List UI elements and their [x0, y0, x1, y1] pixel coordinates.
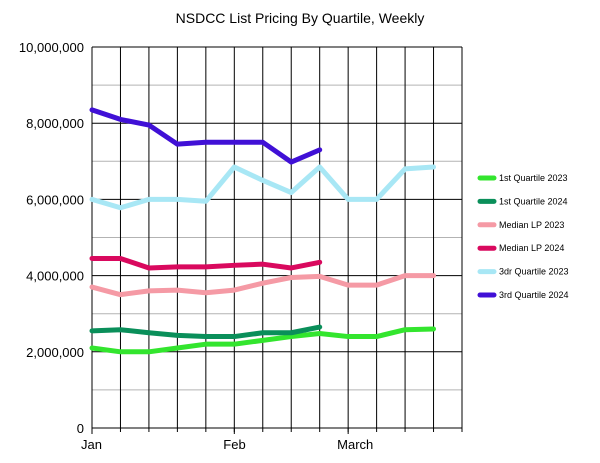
legend-label: Median LP 2023 — [499, 220, 564, 230]
series-lines — [89, 107, 437, 355]
series-line — [89, 326, 437, 355]
y-tick-label: 8,000,000 — [26, 116, 84, 131]
y-tick-label: 0 — [77, 421, 84, 436]
series-line — [89, 324, 323, 340]
series-line — [89, 164, 437, 211]
y-tick-label: 2,000,000 — [26, 345, 84, 360]
y-tick-label: 10,000,000 — [19, 40, 84, 55]
legend: 1st Quartile 2023 1st Quartile 2024 Median… — [477, 173, 569, 300]
grid — [91, 46, 463, 429]
series-line — [89, 273, 437, 298]
legend-label: 3rd Quartile 2024 — [499, 290, 569, 300]
chart-title: NSDCC List Pricing By Quartile, Weekly — [176, 10, 425, 26]
legend-label: 1st Quartile 2024 — [499, 196, 568, 206]
series-line — [89, 107, 323, 165]
series-line — [89, 255, 323, 271]
x-tick-label: Jan — [81, 437, 102, 452]
legend-label: 3dr Quartile 2023 — [499, 267, 569, 277]
legend-label: Median LP 2024 — [499, 243, 564, 253]
x-tick-label: March — [337, 437, 373, 452]
x-tick-label: Feb — [223, 437, 245, 452]
axes: 0 2,000,000 4,000,000 6,000,000 8,000,000 10,… — [19, 40, 463, 452]
y-tick-label: 6,000,000 — [26, 192, 84, 207]
legend-label: 1st Quartile 2023 — [499, 173, 568, 183]
y-tick-label: 4,000,000 — [26, 269, 84, 284]
